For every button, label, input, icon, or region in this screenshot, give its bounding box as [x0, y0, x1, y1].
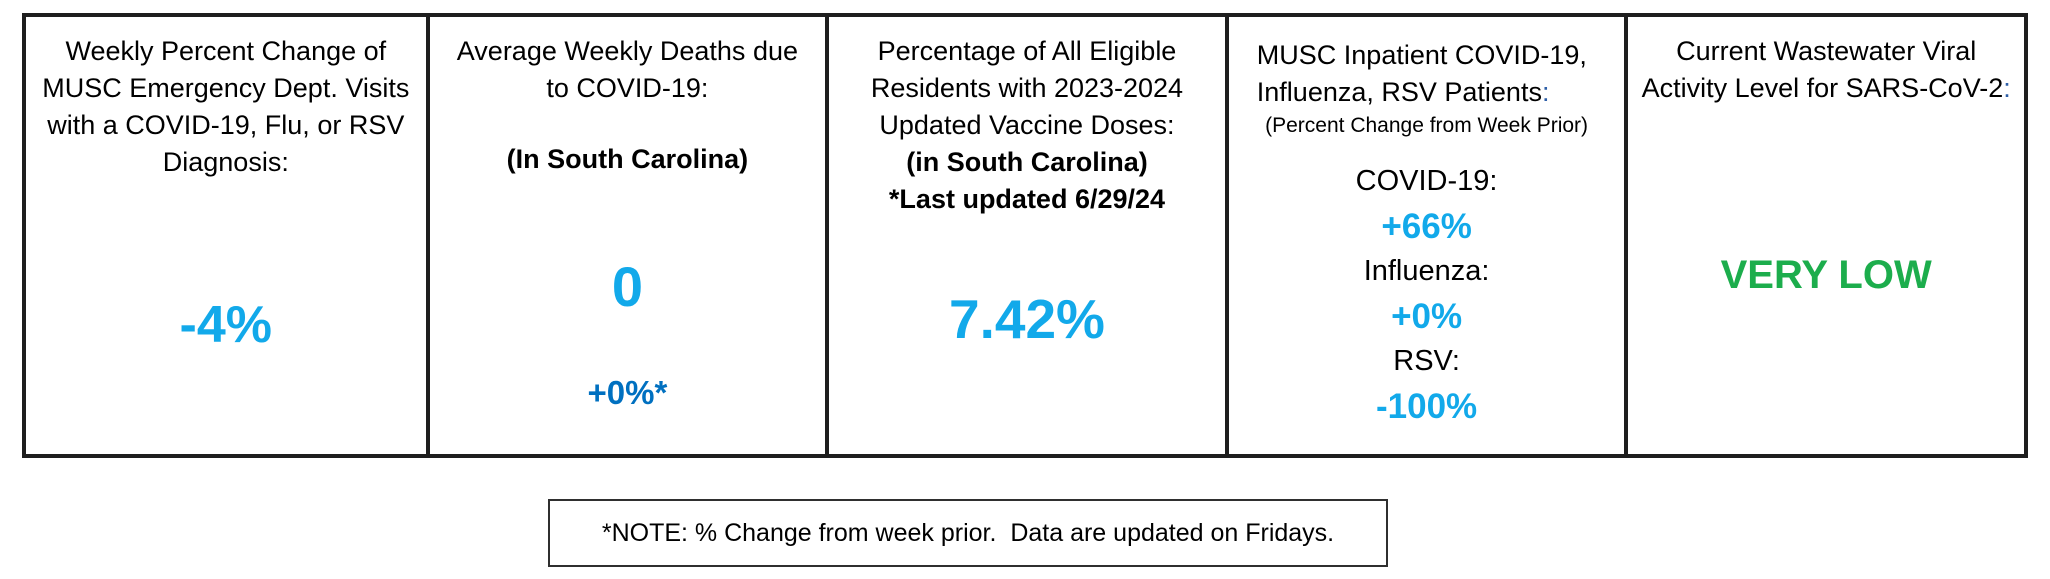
inpatient-covid-label: COVID-19: — [1355, 165, 1498, 197]
title-colon: : — [2003, 73, 2011, 103]
note-box: *NOTE: % Change from week prior. Data ar… — [548, 499, 1388, 567]
title-line: Influenza, RSV Patients: — [1256, 77, 1550, 107]
panel-wastewater: Current Wastewater Viral Activity Level … — [1624, 17, 2024, 454]
vaccine-doses-last-updated: *Last updated 6/29/24 — [888, 184, 1166, 214]
title-line: Current Wastewater Viral — [1676, 36, 1977, 66]
title-line: Residents with 2023-2024 — [870, 73, 1184, 103]
inpatient-rsv-value: -100% — [1375, 387, 1478, 426]
weekly-deaths-title: Average Weekly Deaths due to COVID-19: (… — [430, 17, 826, 178]
inpatient-subtitle: (Percent Change from Week Prior) — [1265, 114, 1589, 137]
panel-ed-visits: Weekly Percent Change of MUSC Emergency … — [26, 17, 426, 454]
inpatient-covid-value: +66% — [1381, 207, 1472, 246]
weekly-deaths-percent-change: +0%* — [587, 374, 668, 411]
ed-visits-title: Weekly Percent Change of MUSC Emergency … — [26, 17, 426, 181]
title-line: Activity Level for SARS-CoV-2: — [1641, 73, 2011, 103]
note-text: *NOTE: % Change from week prior. Data ar… — [601, 518, 1335, 547]
title-line: MUSC Emergency Dept. Visits — [42, 73, 410, 103]
vaccine-doses-subtitle: (in South Carolina) — [906, 147, 1148, 177]
title-line: MUSC Inpatient COVID-19, — [1256, 40, 1587, 70]
inpatient-influenza-label: Influenza: — [1363, 255, 1490, 287]
title-line: Percentage of All Eligible — [877, 36, 1177, 66]
title-line: with a COVID-19, Flu, or RSV — [47, 110, 405, 140]
title-line: Diagnosis: — [162, 147, 289, 177]
weekly-deaths-value: 0 — [611, 255, 643, 318]
weekly-deaths-subtitle: (In South Carolina) — [506, 144, 749, 174]
vaccine-doses-title: Percentage of All Eligible Residents wit… — [829, 17, 1225, 218]
kpi-board: Weekly Percent Change of MUSC Emergency … — [22, 13, 2028, 458]
panel-inpatient: MUSC Inpatient COVID-19, Influenza, RSV … — [1224, 17, 1625, 454]
ed-visits-value: -4% — [179, 296, 273, 354]
inpatient-influenza-value: +0% — [1391, 297, 1463, 336]
title-line: Average Weekly Deaths due — [456, 36, 798, 66]
panel-weekly-deaths: Average Weekly Deaths due to COVID-19: (… — [425, 17, 826, 454]
title-line: Weekly Percent Change of — [65, 36, 387, 66]
title-colon: : — [1541, 77, 1550, 107]
title-line: Updated Vaccine Doses: — [879, 110, 1175, 140]
vaccine-doses-value: 7.42% — [949, 288, 1105, 350]
wastewater-value: VERY LOW — [1720, 253, 1932, 297]
inpatient-list: COVID-19: +66% Influenza: +0% RSV: -100% — [1229, 159, 1625, 429]
wastewater-title: Current Wastewater Viral Activity Level … — [1628, 17, 2024, 107]
title-line: to COVID-19: — [546, 73, 709, 103]
panel-vaccine-doses: Percentage of All Eligible Residents wit… — [825, 17, 1225, 454]
inpatient-title: MUSC Inpatient COVID-19, Influenza, RSV … — [1229, 17, 1625, 111]
inpatient-rsv-label: RSV: — [1393, 345, 1460, 377]
